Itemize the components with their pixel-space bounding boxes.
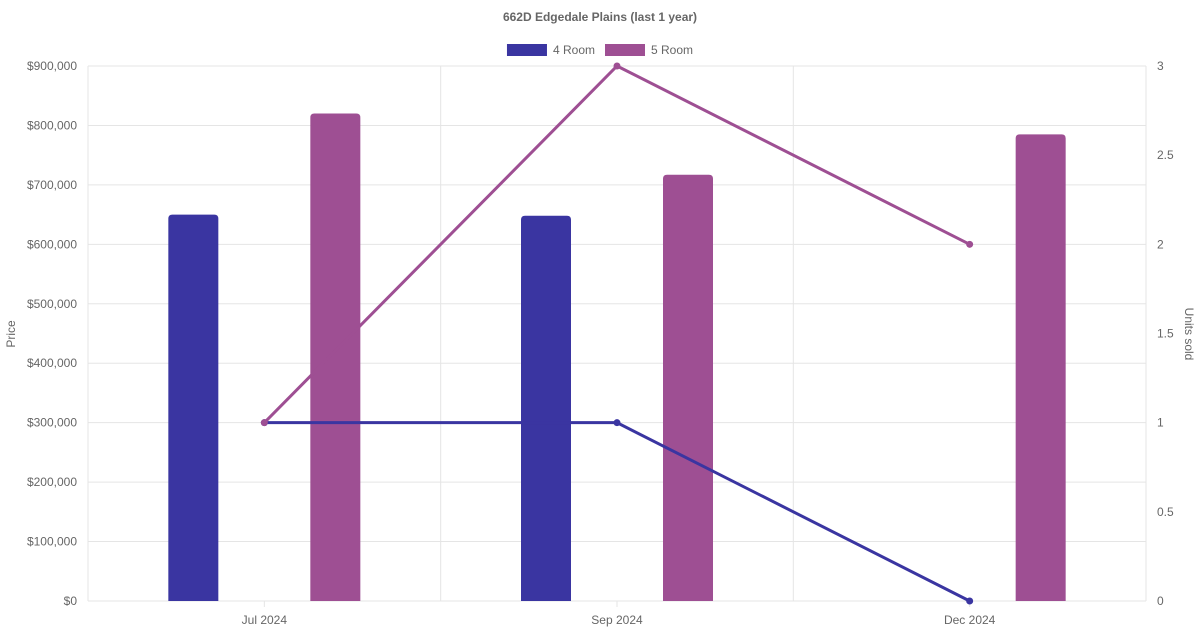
y-axis-right-title: Units sold [1182,308,1196,361]
line-point[interactable] [966,240,974,248]
bar-5-room[interactable] [310,113,361,602]
bar-5-room[interactable] [1015,134,1066,601]
y-right-tick-label: 2.5 [1157,148,1174,162]
x-tick-label: Sep 2024 [591,613,643,627]
legend-label: 5 Room [651,43,693,57]
bar-5-room[interactable] [663,174,713,602]
y-right-tick-label: 1.5 [1157,327,1174,341]
bar-4-room[interactable] [168,214,219,601]
legend-swatch [605,44,645,56]
grid-lines [87,65,1147,607]
x-tick-label: Dec 2024 [944,613,996,627]
y-right-tick-label: 3 [1157,59,1164,73]
y-left-tick-label: $600,000 [27,237,77,251]
line-point[interactable] [260,419,268,427]
legend-item-4-room[interactable]: 4 Room [506,43,595,57]
legend-label: 4 Room [553,43,595,57]
line-4-room [264,421,971,603]
chart-title: 662D Edgedale Plains (last 1 year) [503,10,697,24]
y-left-tick-label: $900,000 [27,59,77,73]
y-left-tick-label: $300,000 [27,416,77,430]
y-right-tick-label: 0 [1157,594,1164,608]
y-left-tick-label: $400,000 [27,356,77,370]
y-left-tick-label: $0 [64,594,78,608]
y-left-tick-label: $700,000 [27,178,77,192]
bar-4-room[interactable] [521,215,571,602]
line-point[interactable] [966,597,974,605]
legend-item-5-room[interactable]: 5 Room [605,43,693,57]
y-axis-left-title: Price [4,320,18,348]
tick-labels: $0 $100,000 $200,000 $300,000 $400,000 $500,0… [27,59,1174,627]
line-point[interactable] [613,419,621,427]
legend-swatch [506,44,547,56]
y-left-tick-label: $100,000 [27,535,77,549]
y-right-tick-label: 2 [1157,237,1164,251]
y-right-tick-label: 1 [1157,416,1164,430]
y-left-tick-label: $200,000 [27,475,77,489]
legend[interactable]: 4 Room 5 Room [506,43,693,57]
line-point[interactable] [613,62,621,70]
y-left-tick-label: $800,000 [27,118,77,132]
y-right-tick-label: 0.5 [1157,505,1174,519]
bars [168,113,1066,602]
y-left-tick-label: $500,000 [27,297,77,311]
lines [260,62,974,605]
x-tick-label: Jul 2024 [242,613,288,627]
